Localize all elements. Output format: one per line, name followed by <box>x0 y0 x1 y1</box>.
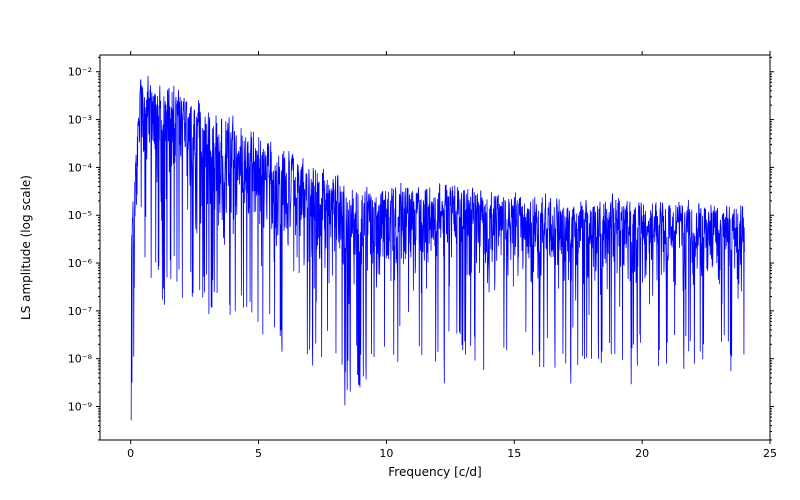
spectrum-line <box>131 76 744 420</box>
chart-svg: 0 5 10 15 20 25 Frequency [c/d] 10⁻⁹ 10⁻⁸ 10⁻⁷ 10⁻… <box>0 0 800 500</box>
x-tick-label: 10 <box>379 447 393 460</box>
y-tick-label: 10⁻³ <box>68 114 92 127</box>
x-tick-label: 25 <box>763 447 777 460</box>
y-tick-label: 10⁻⁷ <box>68 305 92 318</box>
y-tick-label: 10⁻⁴ <box>68 161 93 174</box>
x-tick-label: 5 <box>255 447 262 460</box>
x-tick-label: 0 <box>127 447 134 460</box>
y-tick-label: 10⁻⁶ <box>68 257 93 270</box>
x-axis-label: Frequency [c/d] <box>388 465 481 479</box>
ls-periodogram-chart: 0 5 10 15 20 25 Frequency [c/d] 10⁻⁹ 10⁻⁸ 10⁻⁷ 10⁻… <box>0 0 800 500</box>
x-tick-label: 20 <box>635 447 649 460</box>
y-tick-label: 10⁻⁵ <box>68 209 92 222</box>
y-axis-label: LS amplitude (log scale) <box>19 175 33 320</box>
y-tick-label: 10⁻² <box>68 66 92 79</box>
y-tick-label: 10⁻⁸ <box>68 353 93 366</box>
x-tick-label: 15 <box>507 447 521 460</box>
y-tick-label: 10⁻⁹ <box>68 401 92 414</box>
